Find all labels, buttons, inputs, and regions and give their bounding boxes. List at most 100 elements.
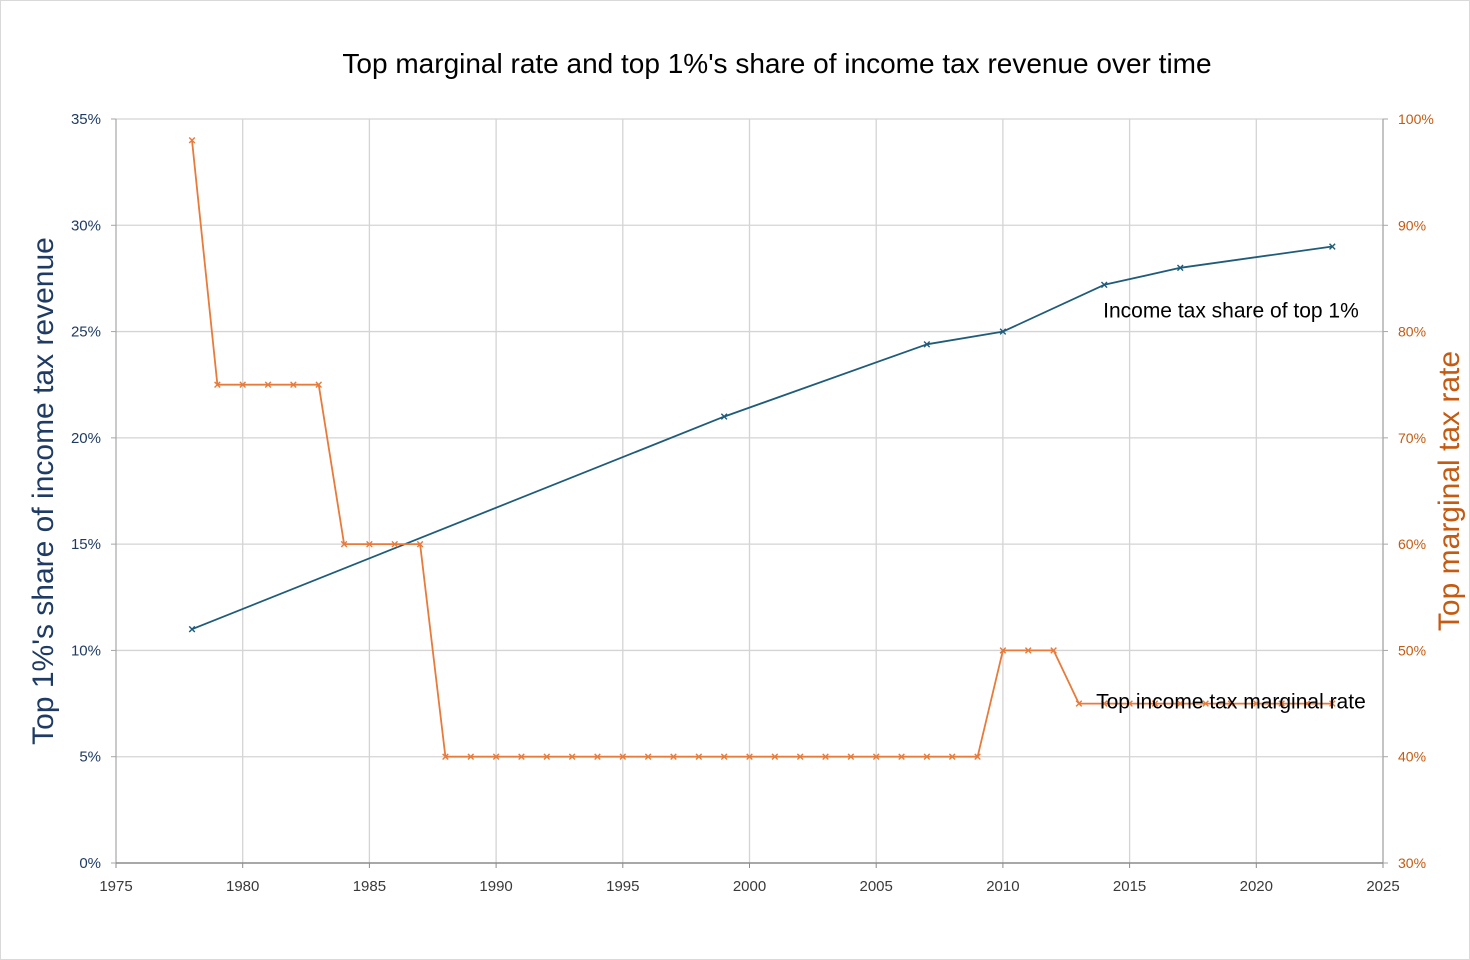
data-point-marker (898, 753, 905, 761)
marker-stroke (1050, 647, 1057, 654)
data-point-marker (264, 381, 272, 389)
marker-stroke (442, 753, 449, 761)
marker-stroke (1227, 700, 1235, 707)
marker-stroke (568, 753, 576, 761)
y-tick-label-right: 50% (1398, 642, 1426, 658)
marker-stroke (214, 381, 221, 389)
marker-stroke (1075, 700, 1083, 707)
data-point-marker (644, 753, 652, 761)
marker-stroke (670, 753, 677, 761)
data-point-marker (720, 413, 728, 420)
y-tick-label-right: 70% (1398, 430, 1426, 446)
data-point-marker (568, 753, 576, 761)
data-point-marker (1176, 264, 1184, 272)
data-point-marker (619, 753, 627, 761)
marker-stroke (948, 753, 956, 761)
x-tick-label: 2015 (1113, 878, 1146, 895)
data-point-marker (1126, 700, 1133, 707)
data-point-marker (670, 753, 677, 761)
y-axis-label-right: Top marginal tax rate (1433, 351, 1466, 631)
marker-stroke (1329, 700, 1336, 707)
annotations: Income tax share of top 1% Top income tax… (1096, 300, 1366, 714)
data-point-marker (1100, 700, 1108, 707)
data-point-marker (188, 136, 196, 144)
x-tick-label: 1975 (99, 878, 132, 895)
data-point-marker (1202, 700, 1209, 707)
y-tick-label-left: 20% (71, 430, 101, 447)
y-tick-label-left: 35% (71, 111, 101, 128)
y-tick-label-left: 10% (71, 642, 101, 659)
x-tick-label: 1995 (606, 878, 639, 895)
marker-stroke (492, 753, 500, 761)
marker-stroke (1176, 700, 1184, 707)
data-point-marker (1100, 281, 1108, 289)
marker-stroke (999, 647, 1007, 654)
axes (111, 118, 1388, 868)
data-point-marker (239, 381, 246, 389)
marker-stroke (1176, 264, 1184, 272)
data-point-marker (340, 540, 348, 548)
data-point-marker (1151, 700, 1159, 707)
marker-stroke (1303, 700, 1311, 707)
data-point-marker (543, 753, 551, 761)
marker-stroke (467, 753, 475, 761)
marker-stroke (1202, 700, 1209, 707)
data-point-marker (999, 328, 1007, 335)
data-point-marker (416, 540, 424, 548)
y-tick-label-left: 25% (71, 324, 101, 341)
y-tick-label-right: 40% (1398, 749, 1426, 765)
data-point-marker (1253, 700, 1260, 707)
y-tick-label-left: 5% (79, 749, 101, 766)
marker-stroke (290, 381, 297, 389)
marker-stroke (1126, 700, 1133, 707)
y-tick-label-right: 100% (1398, 111, 1434, 127)
marker-stroke (1100, 281, 1108, 289)
data-point-marker (923, 753, 931, 761)
marker-stroke (188, 625, 196, 633)
x-tick-label: 1980 (226, 878, 259, 895)
x-tick-label: 1985 (353, 878, 386, 895)
data-point-marker (822, 753, 829, 761)
data-point-marker (847, 753, 855, 761)
marker-stroke (746, 753, 753, 761)
chart-title: Top marginal rate and top 1%'s share of … (342, 48, 1211, 79)
data-point-marker (974, 753, 981, 761)
marker-stroke (796, 753, 804, 761)
data-point-marker (214, 381, 221, 389)
marker-stroke (872, 753, 880, 761)
data-point-marker (315, 381, 323, 389)
y-tick-label-left: 30% (71, 217, 101, 234)
y-tick-label-left: 0% (79, 855, 101, 872)
y-axis-label-left: Top 1%'s share of income tax revenue (27, 237, 60, 745)
marker-stroke (518, 753, 525, 761)
data-point-marker (492, 753, 500, 761)
data-point-marker (746, 753, 753, 761)
marker-stroke (188, 136, 196, 144)
data-point-marker (391, 540, 399, 548)
data-point-marker (467, 753, 475, 761)
series-annotation: Income tax share of top 1% (1103, 300, 1359, 323)
data-point-marker (1329, 700, 1336, 707)
data-point-marker (594, 753, 601, 761)
data-point-marker (695, 753, 703, 761)
data-point-marker (771, 753, 779, 761)
data-point-marker (188, 625, 196, 633)
data-point-marker (290, 381, 297, 389)
marker-stroke (340, 540, 348, 548)
x-tick-label: 2010 (986, 878, 1019, 895)
data-point-marker (796, 753, 804, 761)
data-point-marker (720, 753, 728, 761)
y-tick-label-right: 90% (1398, 217, 1426, 233)
data-point-marker (366, 540, 373, 548)
x-tick-label: 2020 (1240, 878, 1273, 895)
marker-stroke (619, 753, 627, 761)
data-point-marker (1278, 700, 1285, 707)
marker-stroke (416, 540, 424, 548)
gridlines (116, 118, 1384, 863)
marker-stroke (847, 753, 855, 761)
marker-stroke (239, 381, 246, 389)
y-tick-label-right: 30% (1398, 855, 1426, 871)
data-point-marker (1176, 700, 1184, 707)
marker-stroke (1253, 700, 1260, 707)
y-tick-label-left: 15% (71, 536, 101, 553)
